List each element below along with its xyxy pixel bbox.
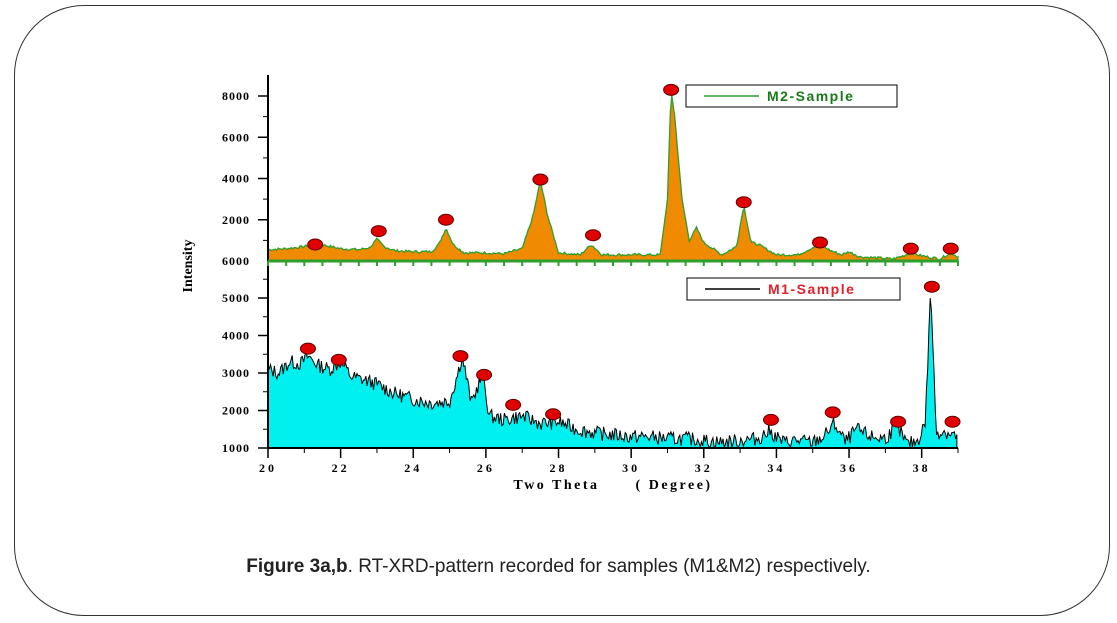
m2-y-tick-label: 2000 [222, 213, 250, 227]
m1-peak-marker [944, 415, 961, 428]
m2-peak-marker [532, 173, 549, 186]
m1-y-tick-label: 5000 [222, 291, 250, 305]
caption-label: Figure 3a,b [246, 556, 348, 577]
m1-peak-marker [452, 350, 469, 363]
legend-m1: M1-Sample [686, 277, 901, 301]
x-tick-label: 36 [840, 461, 858, 475]
x-axis-title: Two Theta ( Degree) [513, 478, 712, 493]
x-tick-label: 38 [913, 461, 931, 475]
chart-axes: Intensity Two Theta ( Degree) 8000 6000 40… [181, 75, 959, 493]
m1-y-tick-label: 4000 [222, 329, 250, 343]
m2-peak-marker [307, 238, 324, 251]
m2-peak-marker [663, 83, 680, 96]
m1-panel [267, 280, 961, 450]
m1-y-tick-label: 2000 [222, 404, 250, 418]
x-tick-label: 22 [332, 461, 350, 475]
xrd-chart: Intensity Two Theta ( Degree) 8000 6000 40… [181, 75, 961, 493]
x-tick-label: 24 [404, 461, 422, 475]
m2-y-tick-label: 8000 [222, 89, 250, 103]
m2-baseline-label: 6000 [222, 254, 250, 268]
m2-peak-marker [735, 196, 752, 209]
m2-y-tick-label: 6000 [222, 130, 250, 144]
x-tick-label: 34 [767, 461, 785, 475]
m2-series-area [267, 95, 959, 262]
m2-peak-marker [437, 213, 454, 226]
m1-peak-marker [545, 408, 562, 421]
m1-peak-marker [505, 398, 522, 411]
x-tick-label: 28 [550, 461, 568, 475]
m1-peak-marker [330, 353, 347, 366]
m2-y-tick-label: 4000 [222, 172, 250, 186]
m1-peak-marker [762, 413, 779, 426]
x-tick-label: 30 [622, 461, 640, 475]
caption-text: . RT-XRD-pattern recorded for samples (M… [347, 556, 871, 577]
m1-y-tick-label: 1000 [222, 441, 250, 455]
m1-peak-marker [923, 280, 940, 293]
x-tick-label: 20 [259, 461, 277, 475]
m2-peak-marker [942, 242, 959, 255]
figure-caption: Figure 3a,b. RT-XRD-pattern recorded for… [0, 556, 1117, 578]
figure-frame [14, 5, 1110, 616]
x-tick-label: 26 [477, 461, 495, 475]
m2-peak-marker [585, 229, 602, 242]
m1-peak-marker [890, 415, 907, 428]
m1-peak-marker [299, 342, 316, 355]
x-tick-label: 32 [695, 461, 713, 475]
m2-peak-marker [370, 225, 387, 238]
m2-panel [267, 83, 959, 262]
m1-peak-marker [824, 406, 841, 419]
m1-series-area [267, 297, 958, 450]
y-axis-title: Intensity [181, 240, 196, 293]
legend-m2-label: M2-Sample [767, 88, 854, 104]
legend-m1-label: M1-Sample [768, 281, 855, 297]
legend-m2: M2-Sample [685, 84, 898, 108]
m2-peak-marker [812, 236, 828, 249]
m1-peak-marker [476, 368, 493, 381]
m2-peak-marker [902, 242, 919, 255]
m1-y-tick-label: 3000 [222, 366, 250, 380]
